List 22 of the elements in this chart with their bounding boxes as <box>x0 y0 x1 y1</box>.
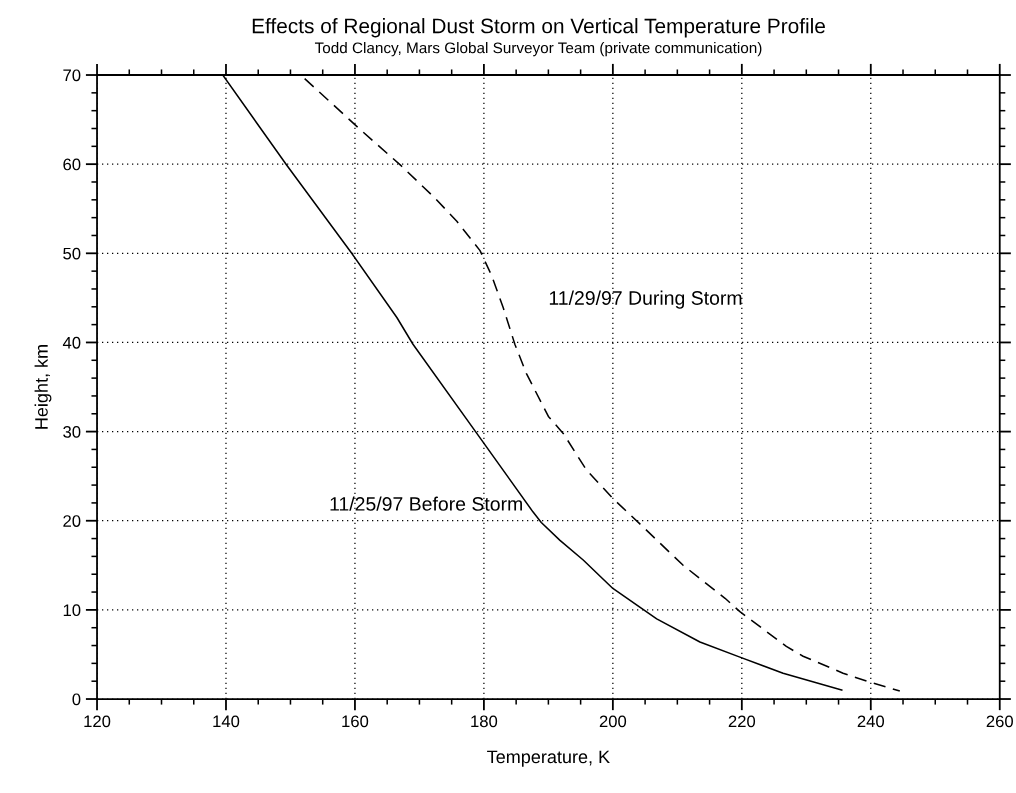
x-axis-title: Temperature, K <box>487 750 610 767</box>
y-tick-label: 10 <box>63 604 81 617</box>
x-tick-label: 220 <box>728 715 756 728</box>
y-tick-label: 30 <box>63 426 81 438</box>
y-tick-label: 60 <box>63 158 81 171</box>
y-tick-label: 0 <box>72 693 81 706</box>
x-tick-label: 260 <box>986 715 1013 728</box>
chart-subtitle: Todd Clancy, Mars Global Surveyor Team (private communication) <box>314 42 762 57</box>
x-tick-label: 180 <box>471 715 498 728</box>
x-tick-label: 120 <box>84 715 111 728</box>
y-tick-label: 70 <box>63 69 81 82</box>
x-tick-label: 240 <box>857 715 885 728</box>
y-tick-label: 20 <box>63 515 81 527</box>
y-axis-title: Height, km <box>34 345 52 429</box>
series-label: 11/25/97 Before Storm <box>330 496 522 511</box>
y-tick-label: 50 <box>63 247 81 260</box>
chart-title: Effects of Regional Dust Storm on Vertical Temperature Profile <box>252 18 825 38</box>
text: 11/29/97 During Storm <box>549 290 742 309</box>
x-tick-label: 160 <box>342 715 369 728</box>
x-tick-label: 200 <box>599 715 627 728</box>
x-tick-label: 140 <box>213 715 240 728</box>
y-tick-label: 40 <box>62 336 81 349</box>
